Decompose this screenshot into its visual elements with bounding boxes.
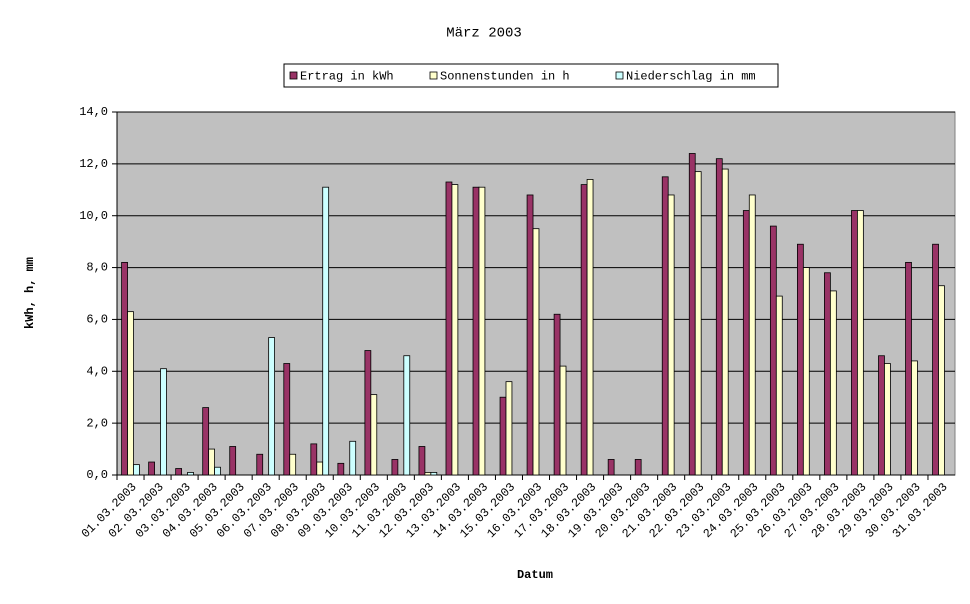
bar bbox=[175, 468, 183, 476]
legend-label: Sonnenstunden in h bbox=[440, 70, 570, 84]
bar bbox=[748, 194, 756, 476]
bar bbox=[208, 448, 215, 476]
y-tick-label: 4,0 bbox=[86, 364, 108, 378]
bar bbox=[316, 461, 324, 476]
bar bbox=[364, 350, 372, 476]
bar bbox=[322, 186, 330, 476]
bar bbox=[742, 210, 750, 476]
y-tick-label: 14,0 bbox=[79, 105, 108, 119]
bar bbox=[148, 461, 155, 476]
y-tick-label: 8,0 bbox=[86, 261, 108, 275]
bar bbox=[932, 243, 939, 476]
bar bbox=[526, 194, 534, 476]
bar bbox=[451, 184, 459, 476]
bar bbox=[661, 176, 669, 476]
chart-title: März 2003 bbox=[446, 26, 522, 42]
bar bbox=[905, 261, 912, 476]
bar bbox=[424, 472, 432, 476]
bar bbox=[559, 365, 567, 476]
bar bbox=[370, 394, 378, 476]
bar bbox=[884, 363, 891, 476]
y-tick-label: 12,0 bbox=[79, 157, 108, 171]
bar bbox=[857, 210, 864, 476]
bar bbox=[580, 184, 588, 476]
legend-box bbox=[283, 63, 779, 88]
bar bbox=[187, 472, 194, 476]
bar bbox=[349, 440, 357, 476]
bar bbox=[283, 363, 291, 476]
bar bbox=[715, 158, 723, 476]
bar bbox=[202, 407, 210, 476]
bar bbox=[391, 459, 399, 476]
y-tick-label: 2,0 bbox=[86, 416, 108, 430]
legend-label: Niederschlag in mm bbox=[626, 70, 756, 84]
y-tick-label: 10,0 bbox=[79, 209, 108, 223]
bar bbox=[268, 337, 275, 476]
bar bbox=[607, 459, 615, 476]
bar bbox=[418, 446, 426, 476]
x-axis-title: Datum bbox=[517, 568, 553, 582]
bar bbox=[878, 355, 885, 476]
bar bbox=[499, 396, 507, 476]
bar bbox=[911, 360, 918, 476]
bar bbox=[289, 453, 297, 476]
bar bbox=[478, 186, 486, 476]
bar bbox=[938, 285, 945, 476]
legend-label: Ertrag in kWh bbox=[300, 70, 394, 84]
bar bbox=[586, 179, 594, 476]
bar bbox=[688, 153, 696, 476]
bar bbox=[797, 243, 804, 476]
bar bbox=[445, 181, 453, 476]
bar bbox=[256, 453, 264, 476]
bar bbox=[160, 368, 167, 476]
bar bbox=[721, 168, 729, 476]
bar bbox=[505, 381, 513, 476]
bar bbox=[133, 464, 140, 476]
bar bbox=[667, 194, 675, 476]
bar bbox=[229, 446, 237, 476]
bar bbox=[829, 290, 837, 476]
bar bbox=[532, 228, 540, 476]
bar bbox=[121, 261, 128, 476]
bar bbox=[472, 186, 480, 476]
y-axis-title: kWh, h, mm bbox=[23, 257, 37, 329]
y-tick-label: 6,0 bbox=[86, 313, 108, 327]
legend-swatch bbox=[429, 71, 438, 80]
bar bbox=[310, 443, 318, 476]
bar bbox=[430, 472, 438, 476]
legend-swatch bbox=[289, 71, 298, 80]
bar bbox=[337, 462, 345, 476]
bar bbox=[127, 311, 134, 476]
bar bbox=[769, 225, 777, 476]
bar bbox=[634, 459, 642, 476]
bar bbox=[694, 171, 702, 476]
bar bbox=[553, 313, 561, 476]
bar bbox=[214, 466, 221, 476]
y-tick-label: 0,0 bbox=[86, 468, 108, 482]
bar bbox=[824, 272, 831, 476]
bar bbox=[403, 355, 411, 476]
bar bbox=[851, 210, 858, 476]
bar bbox=[802, 267, 810, 476]
bar bbox=[775, 295, 783, 476]
legend-swatch bbox=[615, 71, 624, 80]
